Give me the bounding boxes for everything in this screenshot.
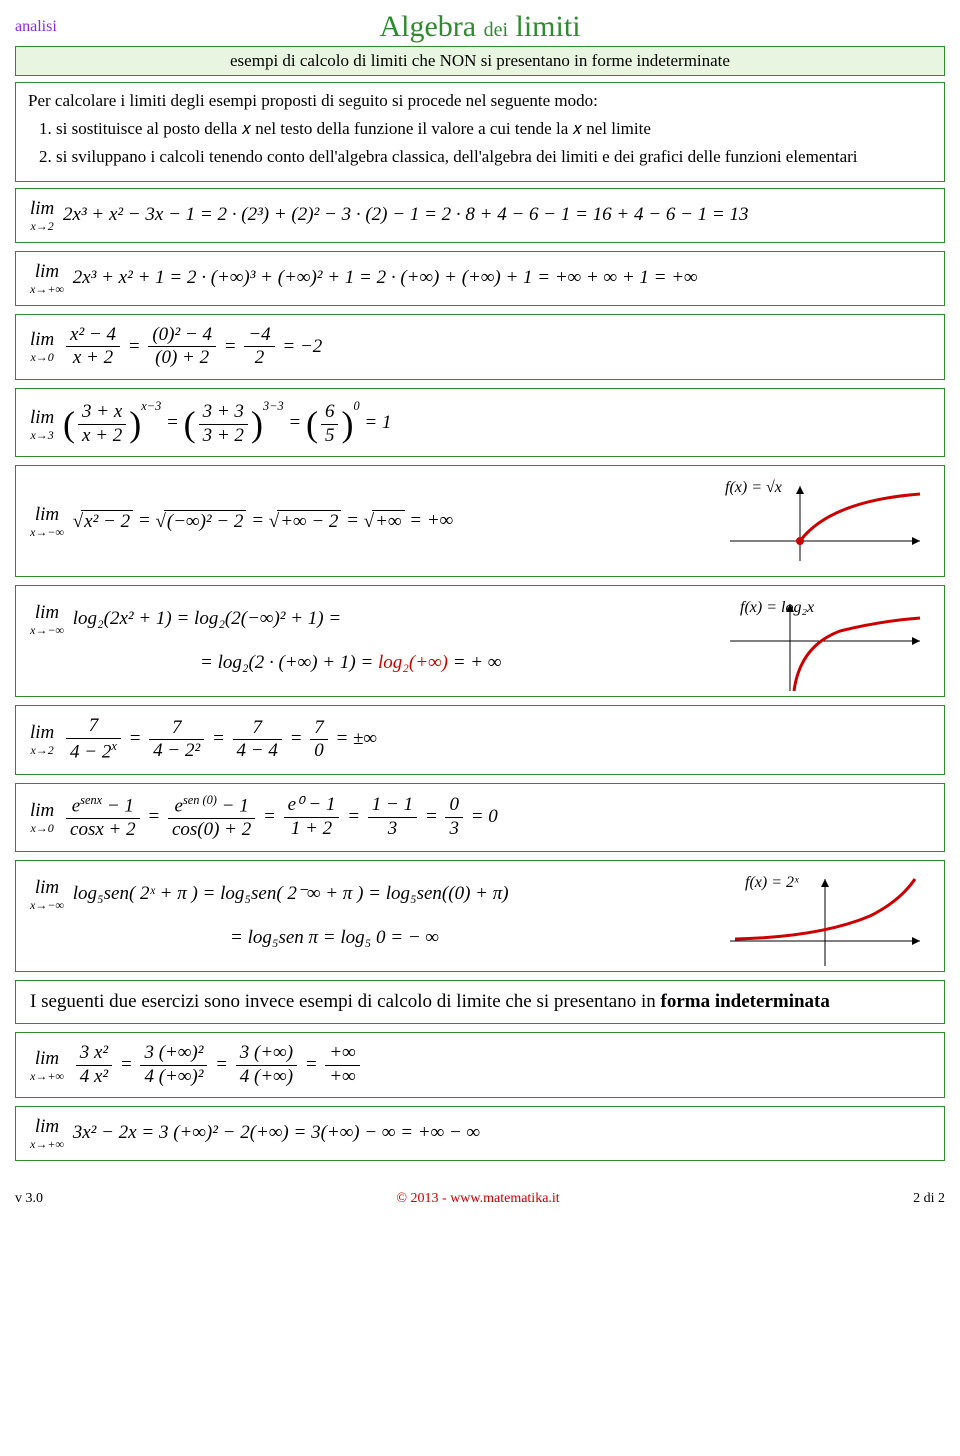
- graph-exp: f(x) = 2ˣ: [720, 871, 930, 961]
- limit-9-line1: log₅sen( 2ˣ + π ) = log₅sen( 2⁻∞ + π ) =…: [73, 883, 509, 904]
- title-row: analisi Algebra dei limiti: [15, 10, 945, 44]
- limit-6-line1: log₂(2x² + 1) = log₂(2(−∞)² + 1) =: [73, 608, 341, 629]
- limit-7: limx→2 74 − 2x = 74 − 2² = 74 − 4 = 70 =…: [15, 705, 945, 774]
- footer: v 3.0 © 2013 - www.matematika.it 2 di 2: [15, 1191, 945, 1207]
- intro-item-1: si sostituisce al posto della 𝑥 nel test…: [56, 117, 932, 141]
- limit-1-expr: 2x³ + x² − 3x − 1 = 2 · (2³) + (2)² − 3 …: [63, 203, 748, 224]
- limit-8: limx→0 esenx − 1cosx + 2 = esen (0) − 1c…: [15, 783, 945, 852]
- footer-version: v 3.0: [15, 1191, 43, 1207]
- limit-6-line2a: = log₂(2 · (+∞) + 1) =: [200, 652, 378, 673]
- limit-11: limx→+∞ 3x² − 2x = 3 (+∞)² − 2(+∞) = 3(+…: [15, 1106, 945, 1161]
- graph-exp-label: f(x) = 2ˣ: [745, 874, 799, 891]
- graph-log: f(x) = log₂x: [720, 596, 930, 686]
- limit-10: limx→+∞ 3 x²4 x² = 3 (+∞)²4 (+∞)² = 3 (+…: [15, 1032, 945, 1099]
- limit-6-line2b: log₂(+∞): [378, 652, 448, 673]
- title-part-a: Algebra: [379, 10, 476, 43]
- limit-3: limx→0 x² − 4x + 2 = (0)² − 4(0) + 2 = −…: [15, 314, 945, 381]
- footer-page: 2 di 2: [913, 1191, 945, 1207]
- graph-sqrt: f(x) = √x: [720, 476, 930, 566]
- limit-6-line2c: = + ∞: [448, 652, 501, 673]
- note-forma-bold: forma indeterminata: [661, 991, 830, 1012]
- graph-sqrt-label: f(x) = √x: [725, 479, 782, 496]
- footer-copyright: © 2013 - www.matematika.it: [396, 1191, 559, 1207]
- section-tag: analisi: [15, 18, 57, 36]
- limit-9-line2: = log₅sen π = log₅ 0 = − ∞: [30, 920, 710, 956]
- intro-box: Per calcolare i limiti degli esempi prop…: [15, 82, 945, 182]
- page-title: Algebra dei limiti: [379, 10, 580, 43]
- note-forma: I seguenti due esercizi sono invece esem…: [15, 980, 945, 1024]
- graph-log-label: f(x) = log₂x: [740, 599, 814, 616]
- note-forma-text: I seguenti due esercizi sono invece esem…: [30, 991, 661, 1012]
- limit-4-result: = 1: [364, 412, 391, 433]
- title-part-b: dei: [484, 19, 508, 41]
- limit-4: limx→3 (3 + xx + 2)x−3 = (3 + 33 + 2)3−3…: [15, 388, 945, 457]
- limit-6: limx→−∞ log₂(2x² + 1) = log₂(2(−∞)² + 1)…: [15, 585, 945, 697]
- limit-2: limx→+∞ 2x³ + x² + 1 = 2 · (+∞)³ + (+∞)²…: [15, 251, 945, 306]
- limit-9: limx→−∞ log₅sen( 2ˣ + π ) = log₅sen( 2⁻∞…: [15, 860, 945, 972]
- limit-11-expr: 3x² − 2x = 3 (+∞)² − 2(+∞) = 3(+∞) − ∞ =…: [73, 1122, 480, 1143]
- intro-lead: Per calcolare i limiti degli esempi prop…: [28, 91, 932, 111]
- limit-5: limx→−∞ √x² − 2 = √(−∞)² − 2 = √+∞ − 2 =…: [15, 465, 945, 577]
- limit-1: limx→2 2x³ + x² − 3x − 1 = 2 · (2³) + (2…: [15, 188, 945, 243]
- limit-2-expr: 2x³ + x² + 1 = 2 · (+∞)³ + (+∞)² + 1 = 2…: [73, 266, 698, 287]
- intro-item-2: si sviluppano i calcoli tenendo conto de…: [56, 145, 932, 169]
- title-part-c: limiti: [516, 10, 581, 43]
- intro-list: si sostituisce al posto della 𝑥 nel test…: [28, 117, 932, 169]
- subtitle-bar: esempi di calcolo di limiti che NON si p…: [15, 46, 945, 76]
